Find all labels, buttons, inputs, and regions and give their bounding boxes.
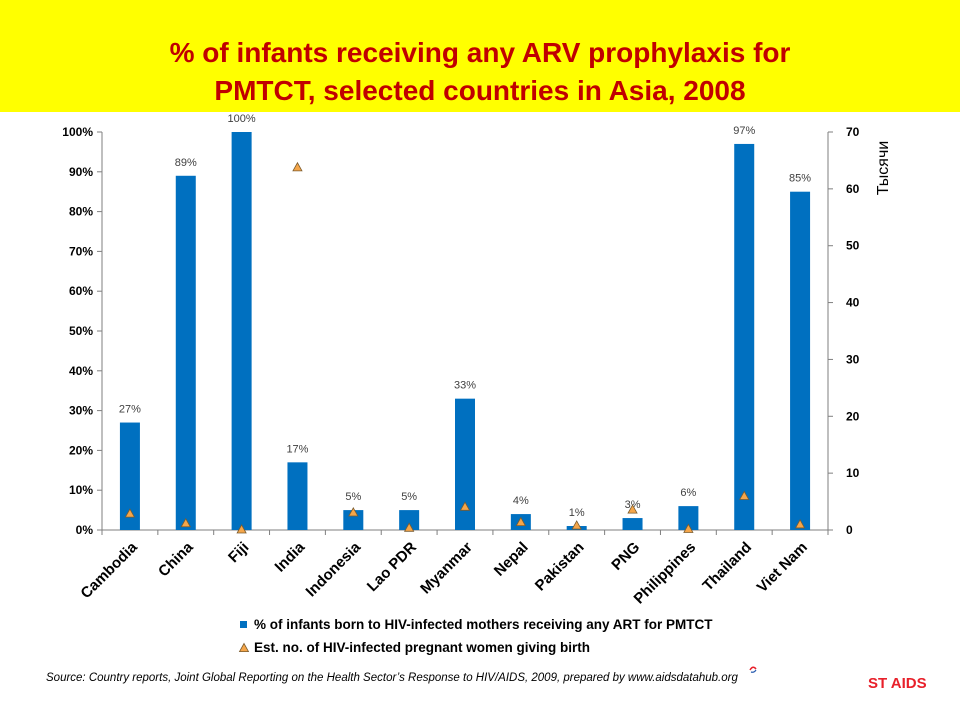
bar-data-label: 6% xyxy=(680,487,696,499)
marker-point xyxy=(124,508,136,518)
x-tick-label: Pakistan xyxy=(532,539,588,595)
bar xyxy=(734,143,755,530)
bar xyxy=(790,191,811,530)
y-right-tick-label: 0 xyxy=(846,523,853,537)
source-note: Source: Country reports, Joint Global Re… xyxy=(46,672,738,684)
legend-marker-label: Est. no. of HIV-infected pregnant women … xyxy=(254,640,590,655)
y-left-tick-label: 50% xyxy=(69,324,93,338)
chart-title-line-2: PMTCT, selected countries in Asia, 2008 xyxy=(214,75,746,106)
bar xyxy=(343,510,364,530)
bar-data-label: 97% xyxy=(733,125,755,137)
marker-point xyxy=(348,507,359,517)
bar-data-label: 5% xyxy=(401,491,417,503)
x-tick-label: Viet Nam xyxy=(754,539,811,596)
y-left-tick-label: 90% xyxy=(69,165,93,179)
bar-data-label: 17% xyxy=(286,443,308,455)
marker-point xyxy=(403,522,415,532)
marker-point xyxy=(180,517,191,528)
y-right-tick-label: 10 xyxy=(846,466,860,480)
chart-axes: 0% 10% 20% 30% 40% 50% 60% 70% 80% 90% 100% 0 10 20 30… xyxy=(62,125,892,537)
x-tick-label: Indonesia xyxy=(303,538,365,600)
bar xyxy=(678,506,699,530)
bar-data-label: 27% xyxy=(119,404,141,416)
marker-point xyxy=(683,523,694,533)
marker-point xyxy=(794,518,806,529)
bar xyxy=(119,422,140,530)
marker-point xyxy=(292,161,303,172)
bar xyxy=(399,510,420,530)
y-right-tick-label: 40 xyxy=(846,296,860,310)
bar xyxy=(287,462,308,530)
bar-series xyxy=(119,132,811,530)
legend: % of infants born to HIV-infected mother… xyxy=(238,617,713,655)
marker-point xyxy=(739,490,750,500)
bar-data-label: 33% xyxy=(454,380,476,392)
x-tick-label: Fiji xyxy=(225,539,252,566)
marker-point xyxy=(236,524,247,534)
bar-data-label: 100% xyxy=(228,113,256,125)
logo: ST AIDS xyxy=(868,675,927,692)
x-tick-label: PNG xyxy=(608,539,643,574)
marker-point xyxy=(515,516,527,527)
y-right-tick-label: 20 xyxy=(846,409,860,423)
marker-point xyxy=(627,504,638,514)
marker-series xyxy=(124,161,806,534)
logo-swirl-icon xyxy=(749,666,757,673)
x-tick-label: Lao PDR xyxy=(364,539,420,595)
bar xyxy=(231,132,252,530)
y-left-tick-label: 40% xyxy=(69,364,93,378)
title-band xyxy=(0,0,960,112)
y-left-tick-label: 30% xyxy=(69,404,93,418)
x-tick-label: Thailand xyxy=(699,539,755,595)
chart-title: % of infants receiving any ARV prophylax… xyxy=(0,34,960,110)
bar-data-label: 1% xyxy=(569,507,585,519)
y-right-tick-label: 60 xyxy=(846,182,860,196)
y-right-tick-label: 70 xyxy=(846,125,860,139)
y-left-tick-label: 0% xyxy=(76,523,94,537)
legend-marker-swatch xyxy=(238,642,250,652)
y-right-tick-label: 50 xyxy=(846,239,860,253)
bar-data-label: 4% xyxy=(513,495,529,507)
legend-bar-label: % of infants born to HIV-infected mother… xyxy=(254,617,713,632)
bar xyxy=(455,398,475,530)
y-left-tick-label: 80% xyxy=(69,205,93,219)
bar xyxy=(622,518,643,530)
x-tick-label: Nepal xyxy=(491,539,532,580)
y-left-tick-label: 20% xyxy=(69,443,93,457)
bar-data-labels: 27%89%100%17%5%5%33%4%1%3%6%97%85% xyxy=(119,113,811,519)
bar-data-label: 89% xyxy=(175,157,197,169)
x-tick-label: China xyxy=(155,538,197,580)
marker-point xyxy=(459,501,471,511)
y-left-tick-label: 100% xyxy=(62,125,93,139)
y-right-tick-label: 30 xyxy=(846,352,860,366)
x-tick-label: Cambodia xyxy=(77,538,141,602)
y-left-tick-label: 70% xyxy=(69,244,93,258)
x-tick-label: Myanmar xyxy=(417,539,476,598)
legend-bar-swatch xyxy=(240,621,247,628)
y-right-axis-label: Тысячи xyxy=(875,141,892,196)
bar xyxy=(175,175,196,530)
marker-point xyxy=(571,520,582,530)
y-left-tick-label: 60% xyxy=(69,284,93,298)
bar-data-label: 5% xyxy=(345,491,361,503)
chart-title-line-1: % of infants receiving any ARV prophylax… xyxy=(169,37,791,68)
y-left-tick-label: 10% xyxy=(69,483,93,497)
x-tick-label: India xyxy=(272,538,309,575)
bar-data-label: 85% xyxy=(789,173,811,185)
